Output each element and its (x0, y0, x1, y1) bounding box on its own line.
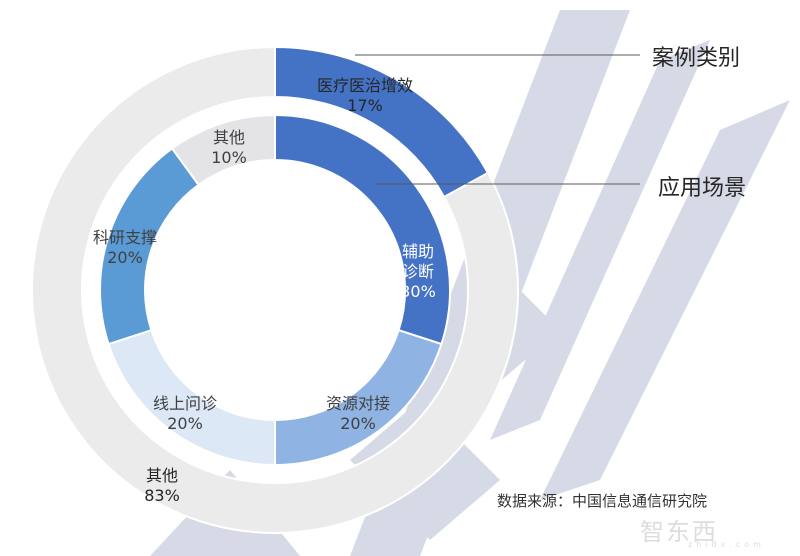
watermark-logo: 智东西 (640, 518, 718, 546)
donut-slice (31, 45, 519, 534)
slice-label-value: 20% (340, 414, 376, 433)
slice-label-value: 17% (347, 96, 383, 115)
outer-ring (31, 45, 519, 534)
slice-label-name: 其他 (212, 128, 245, 147)
slice-label-name: 医疗医治增效 (316, 76, 414, 95)
slice-label-resource-matching: 资源对接 20% (326, 394, 390, 434)
slice-label-name: 辅助 (401, 242, 434, 261)
watermark-url: zhidx.com (688, 540, 765, 549)
slice-label-name: 线上问诊 (152, 394, 218, 413)
slice-label-name: 科研支撑 (92, 228, 158, 247)
slice-label-value: 83% (144, 486, 180, 505)
slice-label-value: 20% (107, 248, 143, 267)
slice-label-outer-other: 其他 83% (144, 466, 180, 506)
slice-label-research-support: 科研支撑 20% (93, 228, 157, 268)
slice-label-aided-diagnosis: 辅助 诊断 30% (400, 242, 436, 302)
slice-label-name: 其他 (145, 466, 178, 485)
slice-label-name: 资源对接 (325, 394, 391, 413)
inner-ring (99, 113, 451, 467)
slice-label-online-consultation: 线上问诊 20% (153, 394, 217, 434)
slice-label-value: 20% (167, 414, 203, 433)
slice-label-medical-efficiency: 医疗医治增效 17% (317, 76, 413, 116)
slice-label-value: 10% (211, 148, 247, 167)
slice-label-inner-other: 其他 10% (211, 128, 247, 168)
slice-label-value: 30% (400, 282, 436, 301)
donut-slice (170, 113, 276, 187)
data-source: 数据来源：中国信息通信研究院 (497, 492, 708, 510)
slice-label-name: 诊断 (401, 262, 434, 281)
callout-application-scenario: 应用场景 (658, 176, 747, 201)
callout-case-category: 案例类别 (652, 46, 741, 71)
